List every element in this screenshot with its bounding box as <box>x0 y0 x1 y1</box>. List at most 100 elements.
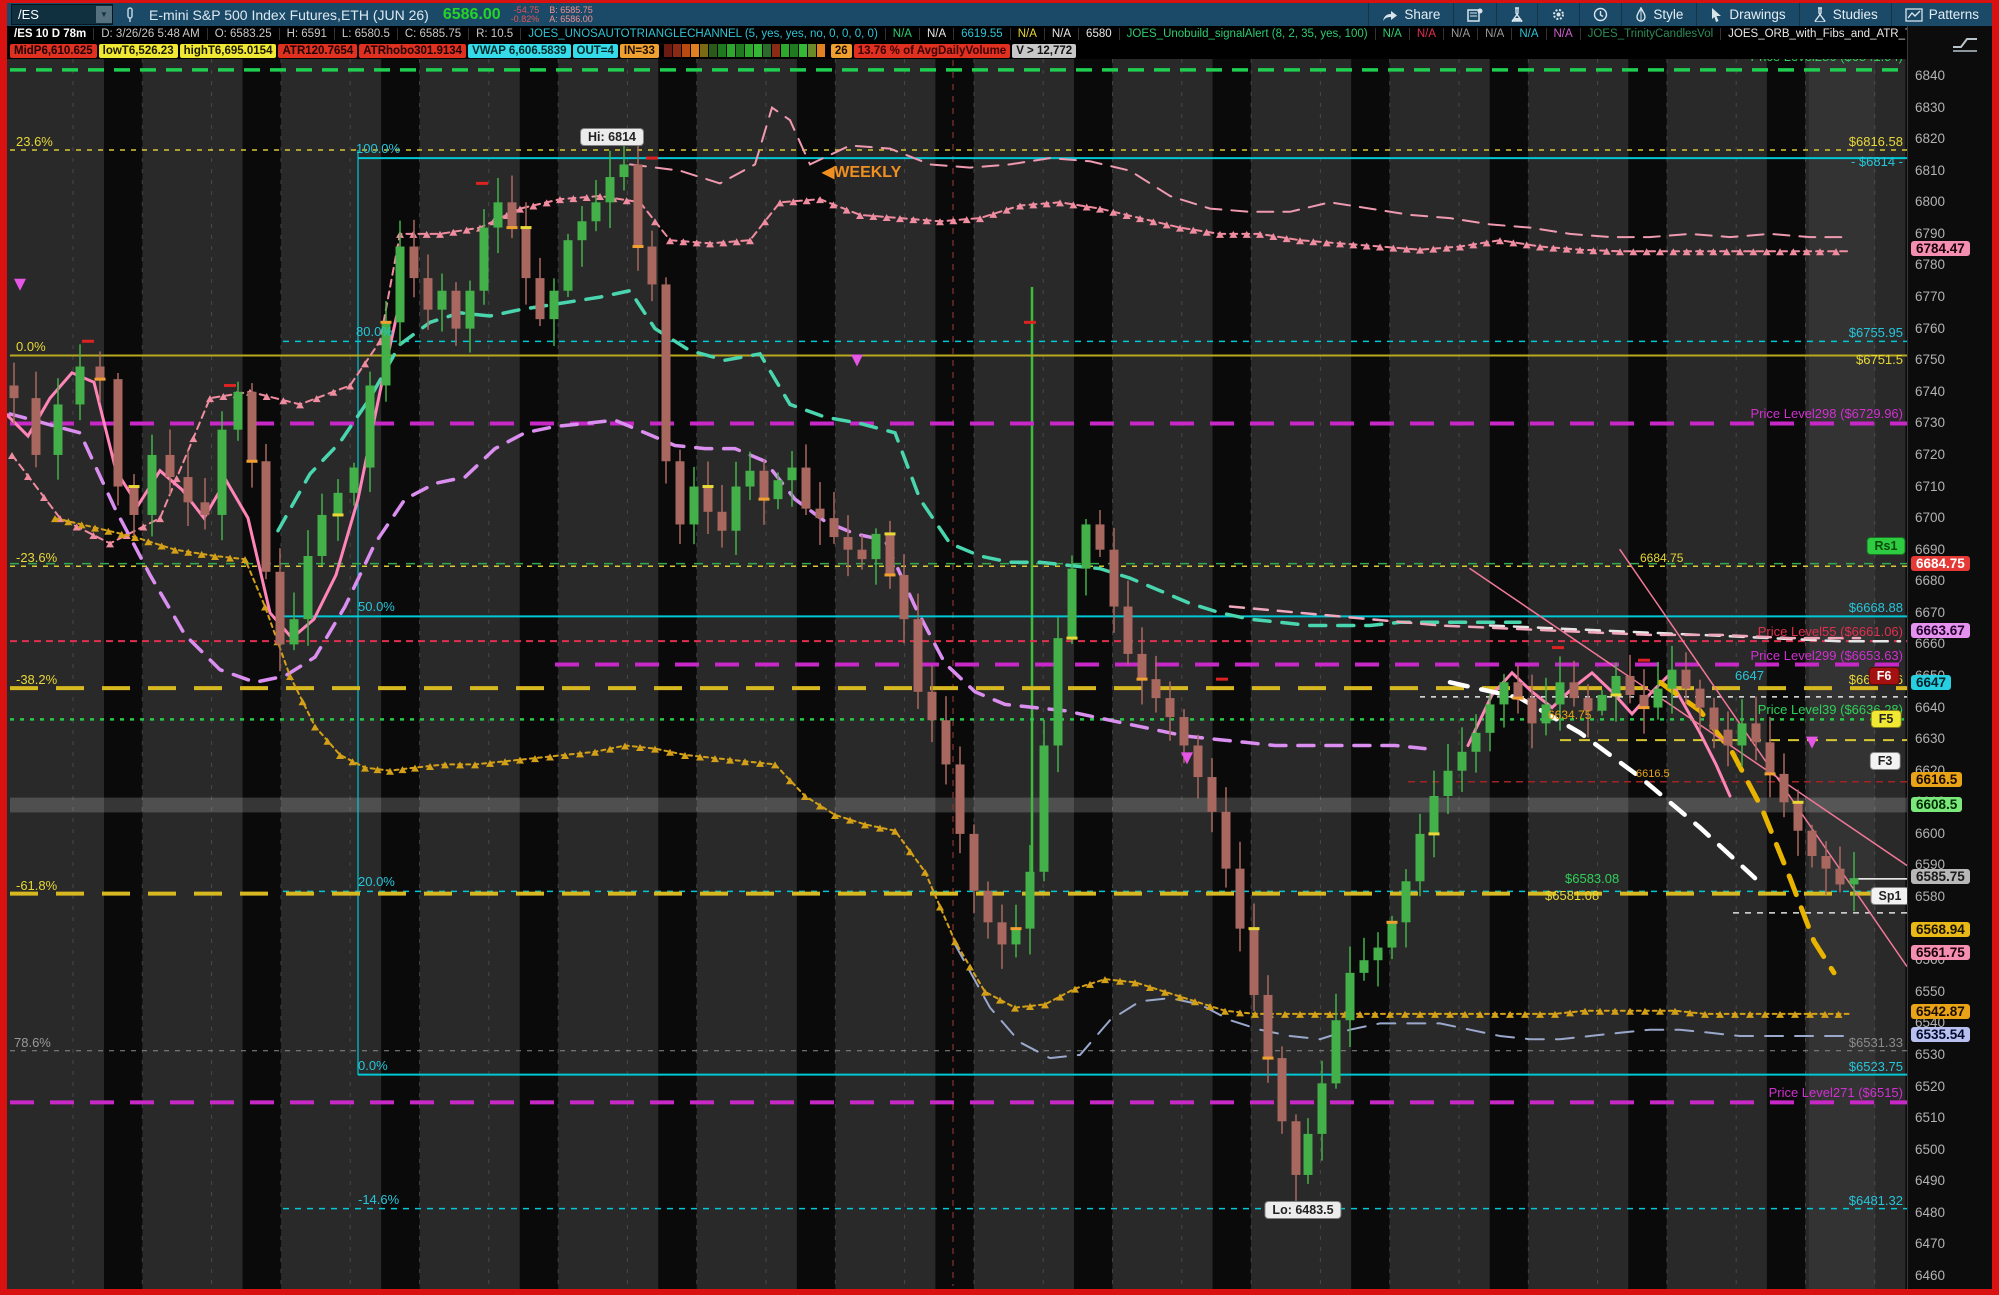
candle <box>465 290 475 329</box>
style-button[interactable]: Style <box>1621 3 1696 26</box>
window-border-top <box>0 0 1999 3</box>
candle <box>493 202 503 228</box>
study-status-item[interactable]: 6580 <box>1079 28 1120 40</box>
style-icon <box>1635 7 1647 22</box>
violet-dash-ma <box>8 412 1427 751</box>
study-status-item[interactable]: D: 3/26/26 5:48 AM <box>94 28 208 40</box>
axis-tick-label: 6470 <box>1915 1236 1946 1252</box>
candle <box>829 518 839 538</box>
axis-corner[interactable] <box>1907 26 1992 59</box>
study-status-item[interactable]: N/A <box>1478 28 1513 40</box>
study-bubble[interactable]: ATR120.7654 <box>278 43 358 58</box>
study-status-item[interactable]: R: 10.5 <box>469 28 522 40</box>
signal-square <box>762 44 771 57</box>
study-status-item[interactable]: N/A <box>1011 28 1045 40</box>
study-bubble[interactable]: highT6,695.0154 <box>179 43 277 58</box>
candle <box>1193 745 1203 778</box>
axis-tick-label: 6550 <box>1915 983 1946 999</box>
clock-icon-button[interactable] <box>1579 3 1621 26</box>
share-icon <box>1382 8 1398 22</box>
study-status-item[interactable]: JOES_UNOSAUTOTRIANGLECHANNEL (5, yes, ye… <box>521 28 886 40</box>
study-bubble[interactable]: 26 <box>830 43 852 58</box>
axis-tick-label: 6740 <box>1915 383 1946 399</box>
study-status-item[interactable]: N/A <box>886 28 920 40</box>
candle <box>1527 698 1537 724</box>
candle <box>1415 833 1425 882</box>
study-bubble[interactable]: OUT=4 <box>572 43 618 58</box>
study-status-item[interactable]: N/A <box>1410 28 1444 40</box>
candle <box>913 619 923 692</box>
chart-link-icon[interactable] <box>119 6 141 24</box>
share-button[interactable]: Share <box>1368 3 1453 26</box>
study-status-item[interactable]: N/A <box>1444 28 1479 40</box>
study-status-item[interactable]: C: 6585.75 <box>398 28 470 40</box>
study-bubble[interactable]: IN=33 <box>619 43 659 58</box>
symbol-value[interactable]: /ES <box>18 7 39 22</box>
study-status-item[interactable]: O: 6583.25 <box>208 28 280 40</box>
candle <box>1235 868 1245 929</box>
axis-tick-label: 6640 <box>1915 699 1946 715</box>
chart-header: /ES ▼ E-mini S&P 500 Index Futures,ETH (… <box>7 3 1992 26</box>
candle <box>147 454 157 515</box>
study-status-item[interactable]: JOES_Unobuild_signalAlert (8, 2, 35, yes… <box>1120 28 1376 40</box>
study-bubble[interactable]: VWAP 6,606.5839 <box>468 43 571 58</box>
candle <box>31 398 41 455</box>
candle <box>605 177 615 203</box>
candle <box>1667 669 1677 689</box>
patterns-button[interactable]: Patterns <box>1890 3 1992 26</box>
bid-ask: B: 6585.75 A: 6586.00 <box>549 4 593 24</box>
candle <box>1583 698 1593 711</box>
symbol-input[interactable]: /ES ▼ <box>11 4 113 25</box>
study-status-item[interactable]: JOES_TrinityCandlesVol <box>1581 28 1722 40</box>
pink-trendline-b <box>1469 567 1908 867</box>
study-bubble[interactable]: ATRhobo301.9134 <box>359 43 467 58</box>
study-status-item[interactable]: H: 6591 <box>280 28 335 40</box>
drawings-button[interactable]: Drawings <box>1696 3 1798 26</box>
gear-icon-button[interactable] <box>1537 3 1579 26</box>
axis-tick-label: 6700 <box>1915 510 1946 526</box>
flask-icon-button[interactable] <box>1496 3 1537 26</box>
study-status-item[interactable]: N/A <box>1376 28 1410 40</box>
study-status-item[interactable]: /ES 10 D 78m <box>7 28 95 40</box>
sell-signal-arrow-icon <box>14 278 26 291</box>
axis-tick-label: 6750 <box>1915 352 1946 368</box>
study-status-item[interactable]: N/A <box>920 28 955 40</box>
axis-tick-label: 6510 <box>1915 1110 1946 1126</box>
candle <box>1207 777 1217 812</box>
candle <box>1039 745 1049 872</box>
candle <box>1249 928 1259 995</box>
study-bubble[interactable]: V > 12,772 <box>1012 43 1077 58</box>
axis-price-badge: 6608.5 <box>1911 797 1963 813</box>
study-status-item[interactable]: 6619.55 <box>954 28 1011 40</box>
axis-tick-label: 6820 <box>1915 131 1946 147</box>
candle <box>1779 773 1789 803</box>
study-bubble[interactable]: MidP6,610.625 <box>10 43 97 58</box>
study-status-item[interactable]: N/A <box>1512 28 1547 40</box>
news-icon-button[interactable] <box>1453 3 1496 26</box>
slate-longdash-low <box>954 943 1856 1060</box>
studies-button[interactable]: Studies <box>1798 3 1891 26</box>
study-status-item[interactable]: N/A <box>1547 28 1581 40</box>
study-bubble[interactable]: 13.76 % of AvgDailyVolume <box>853 43 1011 58</box>
candle <box>1695 688 1705 708</box>
candle <box>1625 676 1635 695</box>
candle <box>689 486 699 525</box>
study-status-item[interactable]: L: 6580.5 <box>335 28 398 40</box>
sell-signal-arrow-icon <box>1806 736 1818 749</box>
study-status-item[interactable]: N/A <box>1045 28 1080 40</box>
study-bubble[interactable]: lowT6,526.23 <box>98 43 178 58</box>
trendline-icon[interactable] <box>1952 34 1978 52</box>
axis-price-badge: 6616.5 <box>1911 771 1963 787</box>
axis-tick-label: 6630 <box>1915 731 1946 747</box>
axis-tick-label: 6840 <box>1915 68 1946 83</box>
white-thick-dash-right <box>1447 680 1758 881</box>
candle <box>1485 704 1495 733</box>
signal-square <box>690 44 699 57</box>
signal-square <box>708 44 717 57</box>
candle <box>317 514 327 557</box>
axis-tick-label: 6490 <box>1915 1173 1946 1189</box>
chevron-down-icon[interactable]: ▼ <box>96 6 112 23</box>
price-axis[interactable]: 6840 6830 6820 6810 6800 6790 6780 6770 6760 6750… <box>1907 59 1993 1289</box>
